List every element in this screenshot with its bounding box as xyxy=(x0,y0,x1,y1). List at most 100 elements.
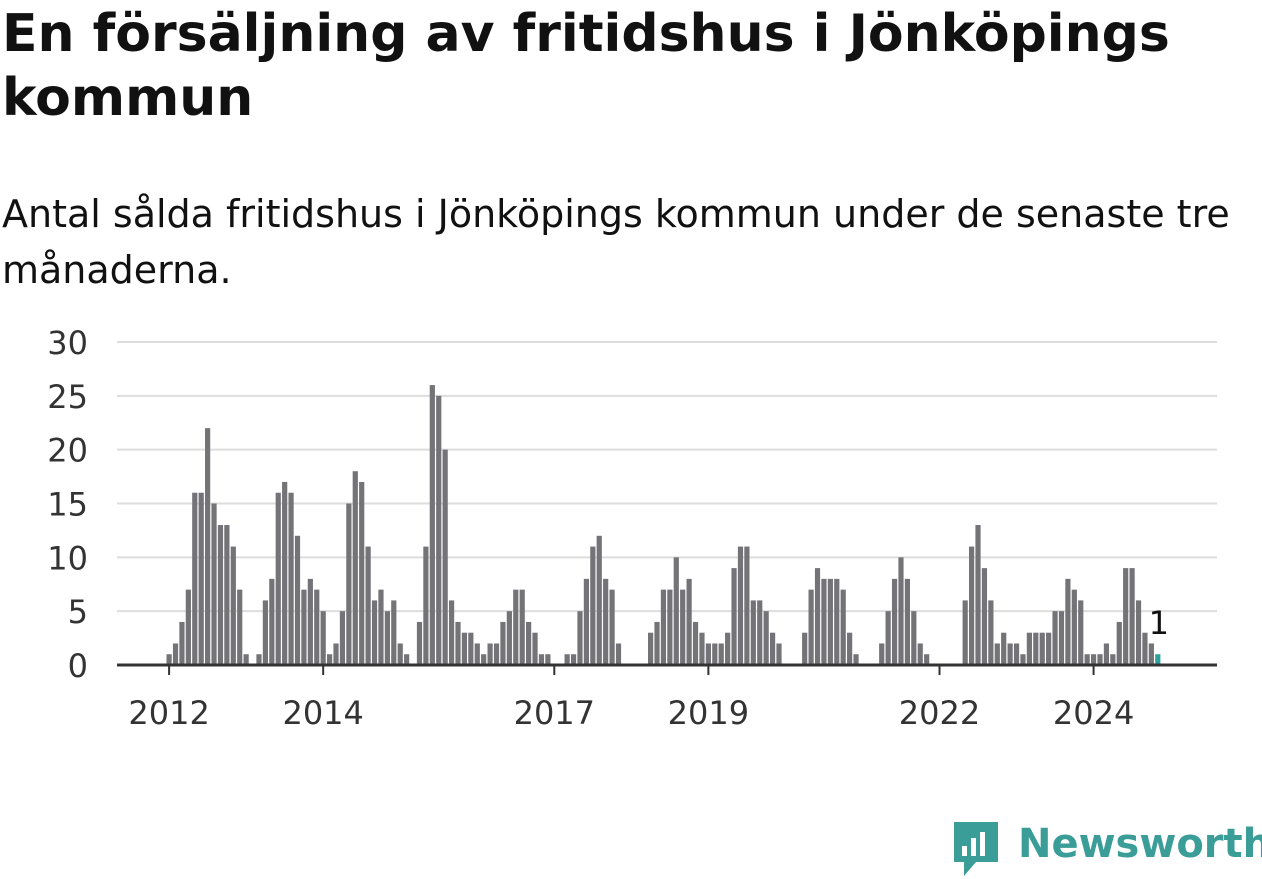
y-tick-label: 10 xyxy=(47,539,88,577)
bar xyxy=(673,557,679,665)
bar xyxy=(911,611,917,665)
bar xyxy=(648,632,654,665)
bar xyxy=(667,589,673,665)
bar xyxy=(1001,632,1007,665)
bar xyxy=(404,654,410,665)
bar xyxy=(442,449,448,665)
y-tick-label: 20 xyxy=(47,432,88,470)
bar xyxy=(840,589,846,665)
bar xyxy=(506,611,512,665)
brand-name: Newsworthy xyxy=(1018,821,1262,867)
bar xyxy=(1033,632,1039,665)
bar xyxy=(1052,611,1058,665)
bar xyxy=(538,654,545,665)
bar xyxy=(686,578,692,665)
bar xyxy=(378,589,384,665)
bar xyxy=(371,600,378,665)
bar xyxy=(731,568,737,665)
bar xyxy=(680,589,686,665)
bar xyxy=(513,589,519,665)
bar xyxy=(262,600,268,665)
bar xyxy=(969,546,975,665)
bar xyxy=(564,654,570,665)
bar xyxy=(834,578,840,665)
bar xyxy=(1097,654,1103,665)
bar xyxy=(493,643,500,665)
bar xyxy=(1071,589,1077,665)
bar xyxy=(269,578,275,665)
bar xyxy=(904,578,910,665)
bar xyxy=(1123,568,1129,665)
bar xyxy=(500,621,506,665)
bar xyxy=(847,632,853,665)
bar xyxy=(988,600,994,665)
bar xyxy=(994,643,1000,665)
x-tick-label: 2024 xyxy=(1053,694,1134,732)
bar xyxy=(1148,643,1154,665)
bar xyxy=(763,611,769,665)
bar xyxy=(1013,643,1020,665)
bar xyxy=(436,395,442,665)
y-tick-label: 0 xyxy=(68,647,88,685)
bar xyxy=(243,654,249,665)
bar xyxy=(217,525,224,665)
bar xyxy=(172,643,179,665)
bar xyxy=(346,503,352,665)
bar xyxy=(224,525,230,665)
bar xyxy=(725,632,731,665)
bar xyxy=(975,525,981,665)
bar xyxy=(526,621,532,665)
newsworthy-logo-icon xyxy=(954,822,998,876)
bar xyxy=(384,611,390,665)
bar xyxy=(712,643,718,665)
chart-subtitle: Antal sålda fritidshus i Jönköpings komm… xyxy=(2,192,1230,292)
bar xyxy=(282,481,288,665)
bar xyxy=(333,643,339,665)
bar xyxy=(455,621,461,665)
bar xyxy=(737,546,744,665)
bar xyxy=(1065,578,1071,665)
bar xyxy=(474,643,480,665)
bar xyxy=(1046,632,1052,665)
bar xyxy=(545,654,551,665)
bar xyxy=(814,568,821,665)
bar xyxy=(654,621,660,665)
x-tick-label: 2022 xyxy=(899,694,980,732)
bar xyxy=(776,643,782,665)
bar xyxy=(744,546,750,665)
bar xyxy=(448,600,455,665)
y-tick-label: 30 xyxy=(47,324,88,362)
bar xyxy=(924,654,930,665)
bar xyxy=(769,632,776,665)
bar xyxy=(879,643,885,665)
bar xyxy=(314,589,320,665)
bar xyxy=(1142,632,1148,665)
bar xyxy=(596,535,602,665)
bar xyxy=(461,632,468,665)
bar xyxy=(487,643,493,665)
bar xyxy=(821,578,827,665)
bar xyxy=(179,621,185,665)
bar xyxy=(1039,632,1045,665)
x-tick-label: 2019 xyxy=(668,694,749,732)
bar xyxy=(853,654,859,665)
bar xyxy=(1135,600,1142,665)
bar xyxy=(750,600,756,665)
bar xyxy=(1090,654,1097,665)
bar xyxy=(699,632,705,665)
bar xyxy=(391,600,397,665)
bar xyxy=(256,654,262,665)
bar xyxy=(1084,654,1090,665)
bar xyxy=(1026,632,1032,665)
x-tick-label: 2012 xyxy=(128,694,209,732)
bar xyxy=(808,589,814,665)
bar xyxy=(981,568,988,665)
bar xyxy=(481,654,487,665)
bar xyxy=(359,481,365,665)
bar xyxy=(1020,654,1026,665)
bar xyxy=(615,643,622,665)
y-tick-label: 25 xyxy=(47,378,88,416)
highlight-data-label: 1 xyxy=(1149,604,1169,642)
bar xyxy=(301,589,307,665)
bar xyxy=(660,589,667,665)
